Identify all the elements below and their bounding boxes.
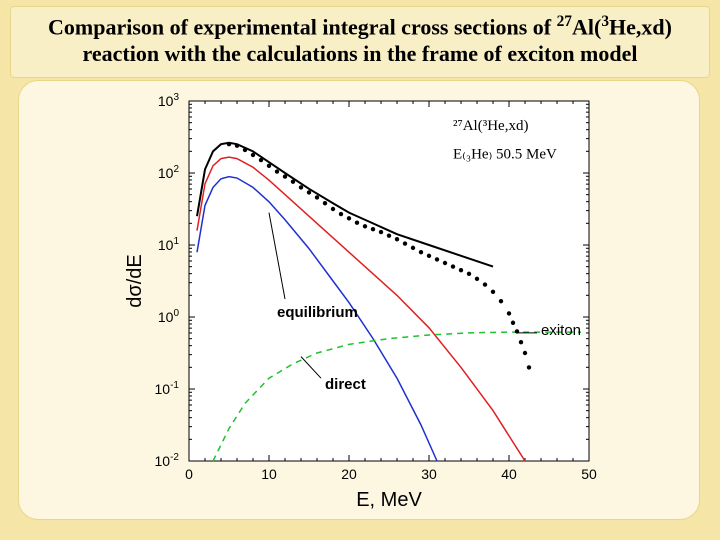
- title-mid2: He,xd): [609, 14, 672, 39]
- legend-line2: E₍₃He₎ 50.5 MeV: [453, 147, 557, 163]
- data-point: [371, 227, 375, 231]
- data-point: [347, 216, 351, 220]
- data-point: [379, 230, 383, 234]
- data-point: [363, 224, 367, 228]
- data-point: [475, 277, 479, 281]
- data-point: [491, 290, 495, 294]
- data-point: [299, 185, 303, 189]
- y-tick-label: 10-2: [155, 452, 180, 469]
- data-point: [291, 179, 295, 183]
- data-point: [483, 282, 487, 286]
- data-point: [307, 190, 311, 194]
- x-tick-label: 40: [501, 466, 517, 482]
- slide-title: Comparison of experimental integral cros…: [10, 6, 710, 78]
- y-tick-label: 10-1: [155, 380, 180, 397]
- chart-svg: 0 10 20 30 40 50 10-2 10-1 100 101 102 103 E, MeV dσ/…: [19, 81, 701, 521]
- anno-exciton: exiton: [541, 322, 581, 339]
- data-point: [243, 148, 247, 152]
- data-point: [275, 169, 279, 173]
- y-tick-label: 103: [158, 92, 180, 109]
- data-point: [251, 153, 255, 157]
- data-point: [507, 311, 511, 315]
- legend-line1: ²⁷Al(³He,xd): [453, 118, 528, 134]
- data-point: [499, 299, 503, 303]
- chart-panel: 0 10 20 30 40 50 10-2 10-1 100 101 102 103 E, MeV dσ/…: [18, 80, 700, 520]
- data-point: [443, 261, 447, 265]
- data-point: [339, 212, 343, 216]
- x-tick-label: 30: [421, 466, 437, 482]
- x-tick-label: 20: [341, 466, 357, 482]
- x-tick-label: 50: [581, 466, 597, 482]
- x-axis-label: E, MeV: [356, 489, 422, 511]
- data-point: [267, 164, 271, 168]
- data-point: [451, 264, 455, 268]
- data-point: [331, 207, 335, 211]
- data-point: [227, 142, 231, 146]
- data-point: [459, 268, 463, 272]
- y-tick-label: 102: [158, 164, 180, 181]
- data-point: [387, 233, 391, 237]
- title-mid1: Al(: [572, 14, 601, 39]
- data-point: [403, 241, 407, 245]
- data-point: [259, 158, 263, 162]
- data-point: [467, 272, 471, 276]
- y-tick-label: 100: [158, 308, 180, 325]
- x-tick-label: 10: [261, 466, 277, 482]
- data-point: [519, 340, 523, 344]
- data-point: [419, 250, 423, 254]
- data-point: [315, 195, 319, 199]
- anno-equilibrium: equilibrium: [277, 304, 358, 321]
- data-point: [323, 201, 327, 205]
- data-point: [511, 321, 515, 325]
- data-point: [427, 254, 431, 258]
- data-point: [527, 365, 531, 369]
- data-point: [355, 220, 359, 224]
- data-point: [235, 143, 239, 147]
- title-sup1: 27: [557, 13, 572, 30]
- data-point: [395, 237, 399, 241]
- anno-direct: direct: [325, 376, 366, 393]
- y-axis-label: dσ/dE: [124, 254, 146, 308]
- data-point: [411, 246, 415, 250]
- data-point: [523, 351, 527, 355]
- data-point: [435, 257, 439, 261]
- title-line1-prefix: Comparison of experimental integral cros…: [48, 14, 557, 39]
- y-tick-label: 101: [158, 236, 180, 253]
- title-sup2: 3: [601, 13, 609, 30]
- x-tick-label: 0: [185, 466, 193, 482]
- title-line2: reaction with the calculations in the fr…: [82, 41, 637, 66]
- data-point: [283, 174, 287, 178]
